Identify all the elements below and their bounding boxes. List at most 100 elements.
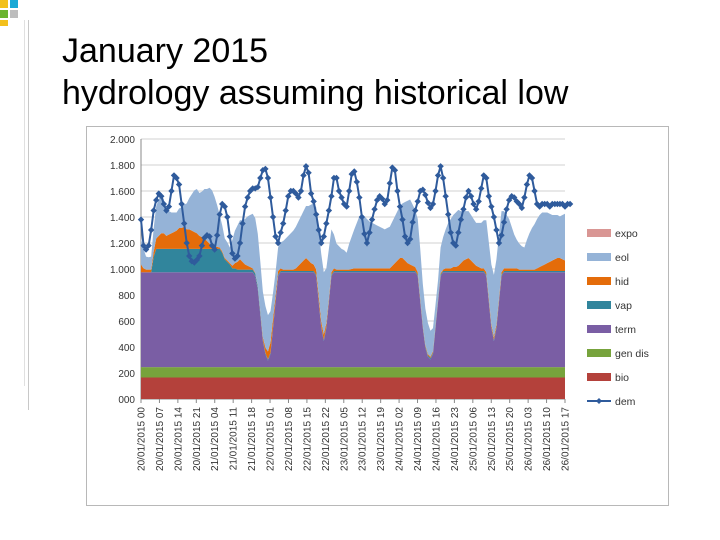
dem-point — [409, 219, 416, 226]
logo-square-yellow — [0, 0, 8, 8]
legend-swatch-bio — [587, 373, 611, 381]
dem-point — [145, 242, 152, 249]
dem-point — [153, 196, 160, 204]
stacked-area-chart: 000 200 400 600 800 1.000 1.200 1.400 1.600 1.800… — [110, 135, 649, 471]
dem-point — [305, 169, 312, 176]
dem-point — [447, 229, 454, 236]
dem-point — [285, 193, 292, 200]
dem-point — [356, 194, 363, 201]
dem-point — [424, 199, 432, 206]
x-tick-label: 24/01/2015 09 — [413, 407, 424, 471]
dem-point — [307, 190, 315, 197]
dem-point — [178, 200, 185, 208]
dem-point — [488, 203, 495, 210]
dem-point — [467, 193, 475, 200]
legend-label: dem — [615, 396, 636, 408]
dem-point — [493, 226, 500, 234]
dem-point — [521, 194, 528, 201]
dem-point — [173, 174, 180, 182]
dem-point — [196, 252, 203, 260]
dem-point — [422, 191, 429, 199]
dem-point — [241, 203, 249, 210]
dem-point — [264, 174, 272, 182]
dem-point — [406, 235, 414, 243]
dem-point — [348, 170, 355, 178]
area-bio — [141, 377, 565, 399]
dem-point — [526, 172, 533, 179]
chart-legend: expo eol hid vap term gen dis bio dem — [587, 228, 649, 408]
y-tick-label: 600 — [118, 317, 135, 328]
x-tick-label: 26/01/2015 17 — [561, 407, 572, 471]
slide-title-line1: January 2015 — [62, 32, 269, 70]
dem-point — [366, 229, 373, 236]
dem-point — [434, 172, 442, 179]
y-axis-ticks: 000 200 400 600 800 1.000 1.200 1.400 1.600 1.800… — [110, 135, 135, 406]
dem-point — [274, 239, 282, 247]
x-tick-label: 23/01/2015 12 — [358, 407, 369, 471]
legend-swatch-hid — [587, 277, 611, 285]
legend-swatch-eol — [587, 253, 611, 261]
x-tick-label: 26/01/2015 03 — [524, 407, 535, 471]
dem-point — [462, 194, 470, 201]
dem-point — [297, 187, 305, 195]
legend-label: bio — [615, 372, 629, 384]
y-tick-label: 400 — [118, 343, 135, 354]
legend-swatch-term — [587, 325, 611, 333]
legend-dem-marker — [596, 398, 602, 404]
x-tick-label: 20/01/2015 21 — [192, 407, 203, 471]
dem-point — [544, 200, 551, 208]
dem-point — [170, 172, 178, 179]
dem-point — [373, 196, 381, 204]
x-tick-label: 20/01/2015 00 — [137, 407, 148, 471]
dem-point — [432, 187, 439, 195]
area-gen-dis — [141, 367, 565, 378]
y-tick-label: 2.000 — [110, 135, 135, 146]
dem-point — [343, 203, 350, 210]
dem-point — [500, 219, 508, 226]
logo-squares — [0, 0, 30, 30]
dem-point — [333, 174, 340, 182]
dem-point — [213, 232, 221, 239]
dem-point — [267, 194, 274, 201]
dem-point — [257, 174, 264, 182]
dem-point — [427, 204, 434, 212]
dem-point — [244, 194, 251, 201]
dem-point — [302, 163, 310, 170]
dem-point — [475, 198, 482, 205]
legend-swatch-expo — [587, 229, 611, 237]
dem-point — [224, 213, 231, 221]
dem-point — [160, 200, 168, 208]
area-vap — [141, 248, 565, 361]
y-tick-label: 200 — [118, 369, 135, 380]
dem-point — [399, 216, 406, 223]
dem-point — [503, 206, 510, 213]
logo-square-yellow-small — [0, 20, 8, 26]
legend-label: gen dis — [615, 348, 649, 360]
dem-point — [279, 220, 287, 227]
dem-point — [140, 242, 147, 249]
dem-point — [226, 233, 234, 240]
dem-point — [328, 193, 335, 200]
dem-point — [216, 211, 223, 218]
y-tick-label: 1.200 — [110, 239, 135, 250]
dem-point — [323, 220, 330, 227]
dem-point — [158, 193, 165, 200]
dem-point — [300, 172, 307, 179]
dem-point — [386, 180, 394, 187]
legend-label: vap — [615, 300, 632, 312]
dem-point — [269, 213, 277, 221]
dem-point — [142, 246, 150, 253]
y-tick-label: 800 — [118, 291, 135, 302]
dem-point — [168, 187, 175, 195]
dem-point — [165, 203, 173, 210]
y-tick-label: 1.600 — [110, 187, 135, 198]
dem-point — [292, 190, 300, 197]
dem-point — [371, 206, 378, 213]
dem-point — [391, 167, 399, 174]
dem-point — [310, 198, 317, 205]
dem-point — [437, 163, 444, 170]
dem-point — [239, 220, 246, 227]
dem-point — [485, 193, 493, 200]
dem-point — [345, 187, 353, 195]
legend-swatch-gen-dis — [587, 349, 611, 357]
